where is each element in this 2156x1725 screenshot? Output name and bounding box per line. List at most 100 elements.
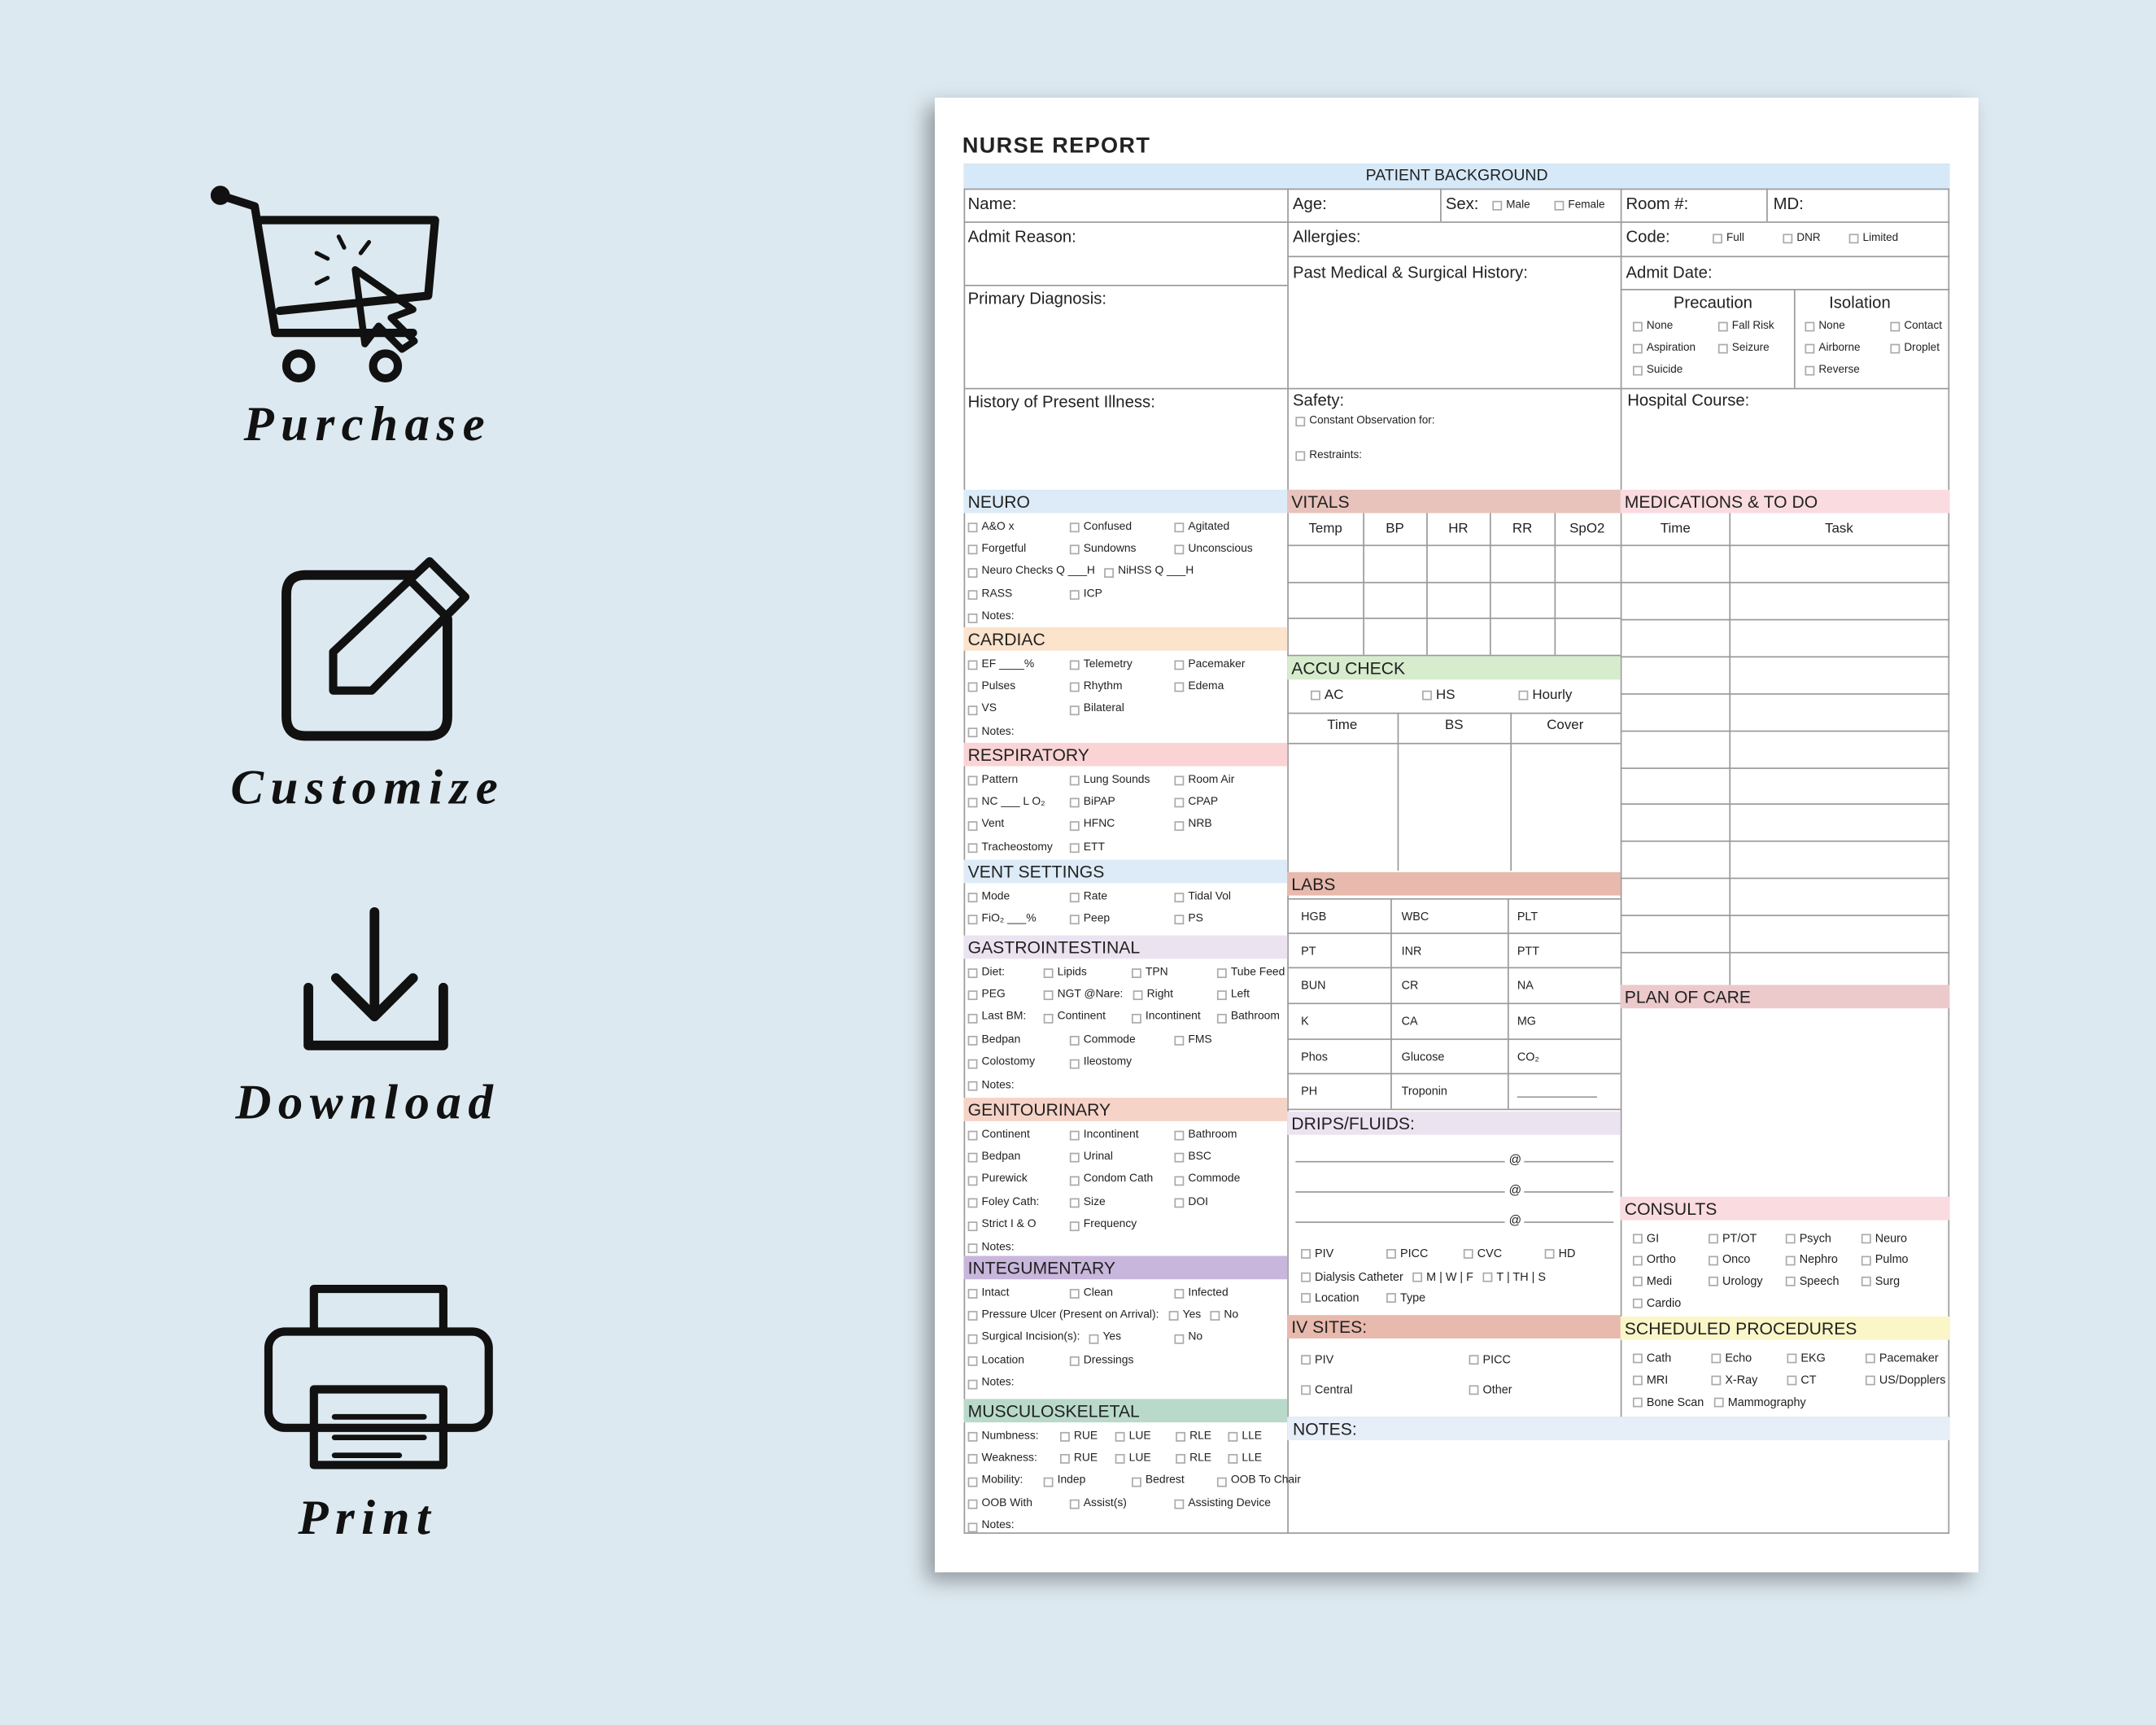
text: Full [1726,230,1744,243]
checkbox [967,590,978,600]
text: Pulses [981,679,1016,692]
text: Admit Reason: [967,226,1076,247]
text: CONSULTS [1624,1199,1717,1219]
text: VS [981,701,997,714]
text: T | TH | S [1496,1269,1546,1283]
checkbox [1861,1234,1871,1244]
text: Name: [967,194,1017,214]
text: MG [1517,1013,1537,1028]
text: A&O x [981,519,1015,532]
checkbox [1301,1293,1311,1303]
text: Intact [981,1285,1010,1299]
section-band [963,627,1288,651]
rule [1620,582,1950,583]
text: NC ___ L O₂ [981,794,1045,808]
rule [1287,544,1621,547]
text: Yes [1102,1330,1122,1343]
text: CPAP [1188,794,1219,808]
checkbox [967,1311,978,1321]
checkbox [1518,690,1529,701]
checkbox [1301,1272,1311,1282]
checkbox [1174,1198,1185,1208]
text: Cath [1646,1350,1672,1365]
rule [1554,513,1556,655]
text: Droplet [1904,340,1940,353]
edit-icon [282,557,470,741]
text: Female [1568,197,1605,210]
text: NURSE REPORT [962,134,1151,159]
checkbox [967,1500,978,1509]
checkbox [967,545,978,555]
rule [963,284,1288,286]
text: Neuro [1874,1230,1907,1245]
checkbox [967,683,978,693]
text: Yes [1182,1308,1202,1321]
checkbox [1174,660,1185,670]
text: Mammography [1727,1394,1806,1408]
checkbox [967,798,978,809]
text: DRIPS/FLUIDS: [1291,1114,1415,1134]
text: Purewick [981,1172,1028,1186]
checkbox [1632,343,1643,354]
text: Surgical Incision(s): [981,1330,1080,1343]
rule [1507,897,1509,1109]
rule [963,387,1950,390]
text: Peep [1083,911,1111,924]
checkbox [1463,1249,1473,1259]
text: OOB To Chair [1230,1474,1301,1487]
text: Urology [1722,1273,1763,1288]
text: CO₂ [1517,1049,1539,1063]
checkbox [1069,1198,1080,1208]
checkbox [1632,1353,1643,1364]
checkbox [1043,990,1054,1001]
text: ACCU CHECK [1291,658,1406,679]
checkbox [1228,1431,1238,1442]
checkbox [1069,1036,1080,1046]
text: Age: [1292,194,1327,214]
step-label: Print [298,1489,438,1545]
text: Central [1315,1382,1353,1396]
checkbox [1386,1293,1396,1303]
text: Continent [1057,1010,1106,1023]
rule [1295,1191,1505,1193]
section-band [1287,871,1621,896]
checkbox [1228,1454,1238,1465]
text: Telemetry [1083,657,1133,670]
text: Temp [1308,521,1342,537]
checkbox [967,660,978,670]
text: SCHEDULED PROCEDURES [1624,1319,1857,1339]
text: Nephro [1799,1251,1838,1266]
checkbox [1174,1153,1185,1164]
rule [1793,289,1796,388]
checkbox [1069,1500,1080,1509]
text: BS [1444,718,1464,734]
text: Safety: [1292,391,1345,410]
text: Foley Cath: [981,1194,1040,1208]
checkbox [1865,1353,1875,1364]
checkbox [1386,1249,1396,1259]
text: Dialysis Catheter [1315,1269,1403,1283]
text: Precaution [1673,293,1752,312]
rule [1287,1108,1621,1111]
rule [1295,1160,1505,1163]
checkbox [1174,1289,1185,1299]
checkbox [1069,775,1080,786]
rule [1620,915,1950,917]
checkbox [1174,1176,1185,1186]
rule [1287,742,1621,745]
text: Neuro Checks Q ___H [981,564,1095,577]
checkbox [1174,775,1185,786]
rule [1620,877,1950,880]
checkbox [1069,522,1080,533]
rule [1287,255,1950,258]
text: Agitated [1188,519,1230,532]
rule [963,221,1950,223]
checkbox [1216,968,1227,979]
checkbox [1104,567,1114,578]
text: Bedpan [981,1150,1021,1163]
text: HGB [1301,908,1327,923]
checkbox [1216,1013,1227,1024]
text: GENITOURINARY [967,1100,1111,1120]
text: CVC [1477,1245,1503,1260]
rule [1620,841,1950,843]
